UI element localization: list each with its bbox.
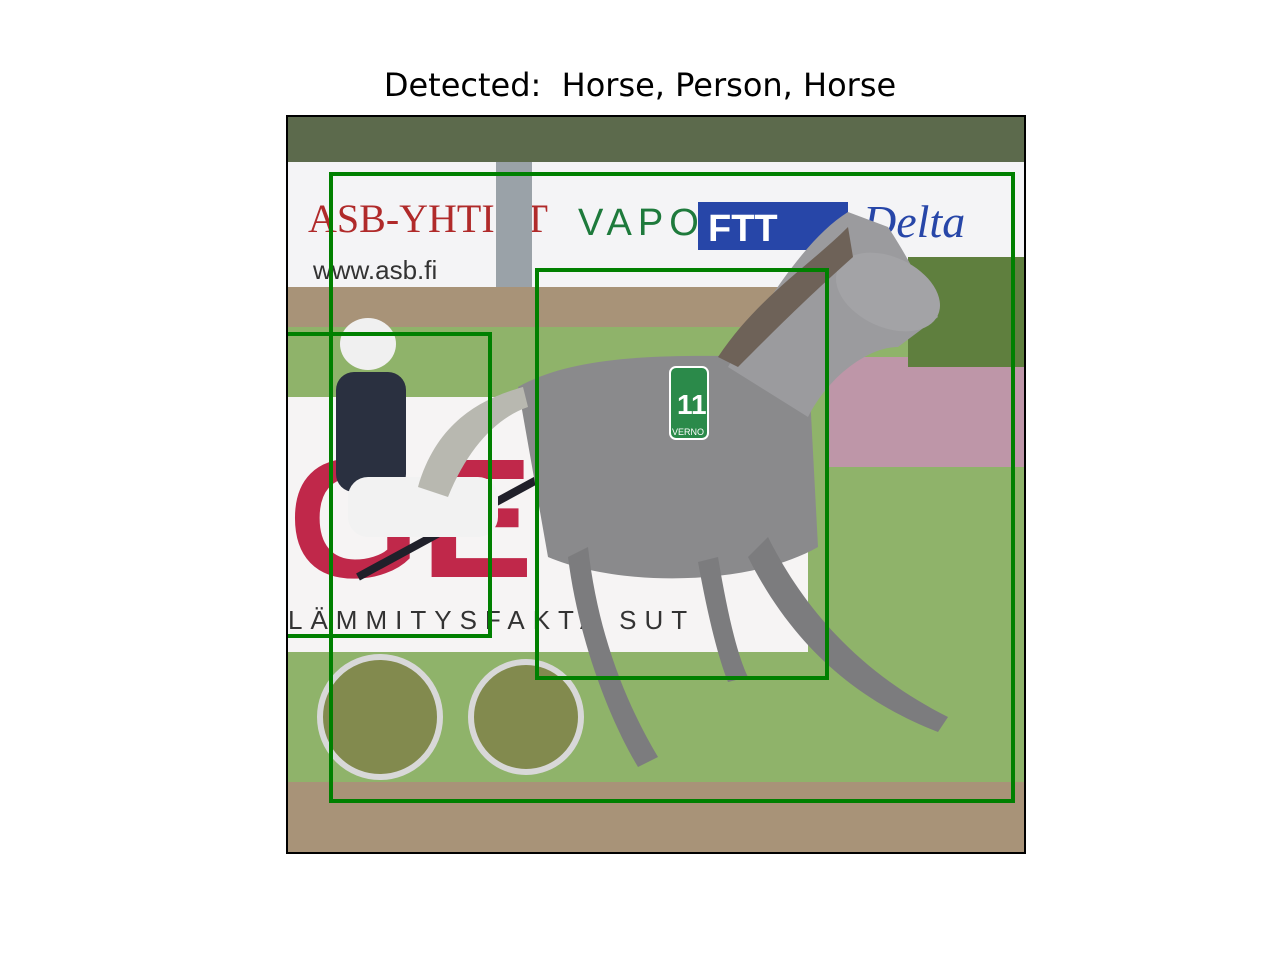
horse-head <box>836 252 940 332</box>
sulky-wheel-right <box>468 659 584 775</box>
saddle-pad <box>669 366 709 440</box>
saddle-pad-number: 11 <box>677 389 707 420</box>
saddle-pad-text: VERNO <box>672 427 704 437</box>
horse-body <box>518 355 818 579</box>
track-front <box>288 782 1024 852</box>
driver-legs <box>348 477 498 537</box>
advert-board-small-text: LÄMMITYSFAKTA SUT <box>288 605 695 635</box>
banner-divider <box>496 162 532 287</box>
flower-bed <box>828 357 1024 467</box>
horse-tail <box>418 387 528 497</box>
horse-mid-leg <box>698 557 748 682</box>
horse-front-leg <box>748 537 948 732</box>
detection-boxes <box>288 172 1015 803</box>
detection-label: Horse, <box>561 66 676 104</box>
detection-label: Person, <box>675 66 804 104</box>
detection-image: ASB-YHTIÖT www.asb.fi VAPO FTT Delta GE … <box>286 115 1026 854</box>
driver-helmet <box>340 318 396 370</box>
driver-body <box>336 372 406 492</box>
banner-ftt: FTT <box>708 208 778 250</box>
detection-box-horse-outer <box>329 172 1015 803</box>
detection-box-horse-inner <box>535 268 829 680</box>
horse-back-leg <box>568 547 658 767</box>
detection-box-person <box>288 332 492 638</box>
figure-title: Detected: Horse, Person, Horse <box>0 66 1280 104</box>
banner-vapo: VAPO <box>578 202 705 244</box>
detection-label: Horse <box>803 66 897 104</box>
sulky-wheel-left <box>317 654 443 780</box>
horse-mane <box>718 227 853 367</box>
title-prefix: Detected: <box>383 66 562 104</box>
